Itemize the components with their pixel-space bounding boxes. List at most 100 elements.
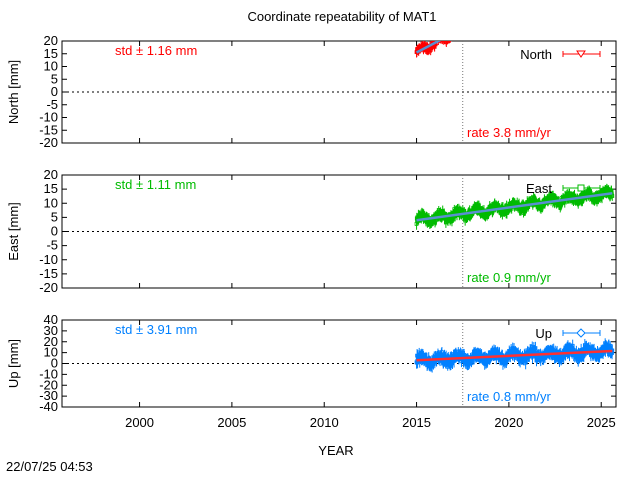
data-point xyxy=(440,37,443,40)
data-point xyxy=(438,37,441,40)
data-point xyxy=(433,220,437,225)
x-tick-label: 2025 xyxy=(587,415,616,430)
y-tick-label: -15 xyxy=(39,122,58,137)
data-point xyxy=(447,37,450,40)
std-label: std ± 1.11 mm xyxy=(115,177,196,192)
y-tick-label: 10 xyxy=(44,59,58,74)
legend-marker-icon xyxy=(576,50,586,58)
data-point xyxy=(440,36,443,39)
trend-line xyxy=(415,41,442,54)
data-point xyxy=(435,41,440,42)
data-point xyxy=(436,37,439,40)
x-tick-label: 2010 xyxy=(310,415,339,430)
y-tick-label: -20 xyxy=(39,280,58,295)
y-tick-label: -40 xyxy=(39,399,58,414)
data-point xyxy=(442,37,445,40)
rate-label: rate 3.8 mm/yr xyxy=(467,125,551,140)
data-point xyxy=(438,37,441,40)
timestamp: 22/07/25 04:53 xyxy=(6,459,93,474)
y-axis-label: Up [mm] xyxy=(6,339,21,388)
y-tick-label: 40 xyxy=(44,312,58,327)
series-up xyxy=(414,338,615,373)
data-point xyxy=(446,36,449,39)
data-point xyxy=(435,37,438,40)
data-point xyxy=(444,36,447,39)
y-tick-label: 10 xyxy=(44,195,58,210)
rate-label: rate 0.8 mm/yr xyxy=(467,389,551,404)
data-point xyxy=(444,36,447,39)
data-point xyxy=(440,41,445,42)
data-point xyxy=(610,194,615,198)
data-point xyxy=(440,41,444,42)
chart-title: Coordinate repeatability of MAT1 xyxy=(247,9,436,24)
data-point xyxy=(437,37,440,40)
y-tick-label: 15 xyxy=(44,46,58,61)
y-tick-label: -10 xyxy=(39,366,58,381)
x-tick-label: 2000 xyxy=(125,415,154,430)
x-axis-label: YEAR xyxy=(318,443,353,458)
trend-line xyxy=(416,349,613,362)
data-point xyxy=(438,33,441,36)
data-point xyxy=(445,35,448,38)
y-tick-label: 10 xyxy=(44,345,58,360)
data-point xyxy=(439,35,442,38)
series-east xyxy=(414,183,615,230)
data-point xyxy=(436,34,439,37)
x-tick-label: 2005 xyxy=(217,415,246,430)
data-point xyxy=(438,37,441,40)
data-point xyxy=(444,36,447,39)
data-point xyxy=(437,36,440,39)
y-tick-label: -5 xyxy=(46,97,58,112)
y-axis-label: East [mm] xyxy=(6,202,21,261)
y-tick-label: -10 xyxy=(39,252,58,267)
legend-label: East xyxy=(526,181,552,196)
data-point xyxy=(440,37,443,40)
y-tick-label: 0 xyxy=(51,224,58,239)
y-tick-label: 0 xyxy=(51,84,58,99)
series-north xyxy=(414,33,452,58)
data-point xyxy=(437,37,440,40)
legend-marker-icon xyxy=(577,184,585,192)
std-label: std ± 3.91 mm xyxy=(115,322,197,337)
y-tick-label: -15 xyxy=(39,266,58,281)
std-label: std ± 1.16 mm xyxy=(115,43,197,58)
data-point xyxy=(447,35,450,38)
trend-line xyxy=(416,192,613,222)
y-tick-label: 5 xyxy=(51,71,58,86)
y-tick-label: -30 xyxy=(39,388,58,403)
y-tick-label: 15 xyxy=(44,181,58,196)
x-axis: 2000 2005 2010 2015 2020 2025 xyxy=(125,415,616,430)
data-point xyxy=(447,37,450,40)
data-point xyxy=(439,37,442,40)
data-point xyxy=(443,35,446,38)
data-point xyxy=(442,38,445,41)
data-point xyxy=(437,35,440,38)
data-point xyxy=(441,36,444,39)
legend-label: Up xyxy=(535,326,552,341)
legend-marker-icon xyxy=(576,328,586,338)
y-tick-label: 20 xyxy=(44,33,58,48)
data-point xyxy=(440,35,443,38)
y-tick-label: -20 xyxy=(39,377,58,392)
y-tick-label: 5 xyxy=(51,209,58,224)
rate-label: rate 0.9 mm/yr xyxy=(467,270,551,285)
y-tick-label: 20 xyxy=(44,167,58,182)
data-point xyxy=(442,34,445,37)
x-tick-label: 2020 xyxy=(494,415,523,430)
data-point xyxy=(434,41,439,42)
data-point xyxy=(446,37,449,40)
y-tick-label: 0 xyxy=(51,356,58,371)
data-point xyxy=(444,34,447,37)
data-point xyxy=(442,41,447,42)
y-tick-label: 30 xyxy=(44,323,58,338)
y-tick-label: -5 xyxy=(46,238,58,253)
data-point xyxy=(447,41,452,42)
data-point xyxy=(446,34,449,37)
y-tick-label: -10 xyxy=(39,110,58,125)
data-point xyxy=(448,37,451,40)
